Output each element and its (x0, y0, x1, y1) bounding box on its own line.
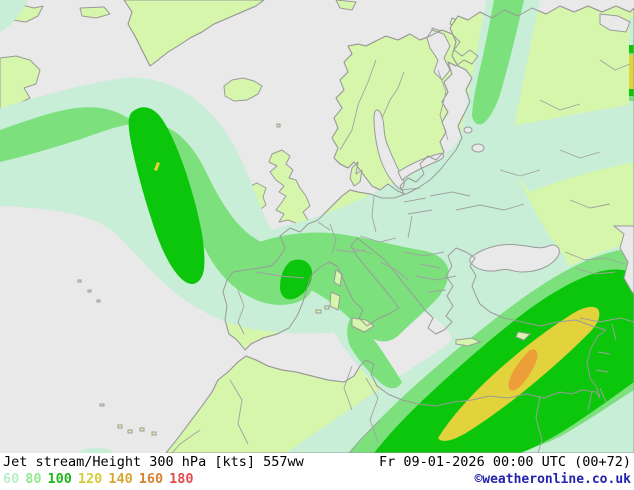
border-sweden-finland (382, 72, 404, 118)
border-ukraine (430, 192, 524, 210)
border-balkans (416, 276, 456, 292)
land-faroe (277, 124, 280, 127)
land-balearic-1 (316, 310, 321, 313)
sea-baltic (374, 110, 404, 188)
weather-map (0, 0, 634, 453)
island-layer (78, 270, 530, 435)
border-layer (172, 60, 634, 453)
land-crete (456, 338, 480, 346)
band-120-atlantic-speck (154, 162, 160, 171)
band-80-ne-core (472, 0, 524, 125)
band-100-right-edge (629, 45, 634, 53)
band-80-atlantic (0, 107, 313, 305)
border-middle-east (580, 318, 634, 372)
caption-strip: Jet stream/Height 300 hPa [kts] 557ww Fr… (0, 453, 634, 490)
band-120-right-edge (629, 55, 634, 89)
land-canary-3 (140, 428, 144, 431)
sea-black-sea (470, 245, 559, 272)
border-baltics (400, 188, 432, 214)
border-croatia-bosnia (380, 262, 408, 280)
land-cyprus (516, 332, 530, 340)
lake-onega (464, 127, 472, 133)
legend-value-140: 140 (108, 471, 133, 487)
border-levant (588, 388, 606, 410)
jet-band-120-140-layer (438, 55, 634, 441)
lake-ladoga (472, 144, 484, 152)
land-azores-3 (97, 300, 100, 302)
land-svalbard (336, 0, 356, 10)
land-sicily (352, 318, 374, 332)
band-100-se-streak (374, 269, 634, 453)
land-balearic-2 (325, 306, 329, 309)
color-legend: 60 80 100 120 140 160 180 (3, 471, 193, 488)
jet-band-100-layer (128, 45, 634, 453)
land-canary-1 (118, 425, 122, 428)
map-title: Jet stream/Height 300 hPa [kts] 557ww (3, 454, 304, 470)
border-africa-south (172, 420, 380, 453)
legend-value-60: 60 (3, 471, 20, 487)
border-hungary-romania (404, 252, 444, 268)
border-caucasus (565, 252, 625, 274)
band-100-right-edge-2 (629, 88, 634, 96)
legend-value-100: 100 (47, 471, 72, 487)
land-madeira (100, 404, 104, 406)
legend-value-80: 80 (25, 471, 42, 487)
band-60-east-arm (511, 104, 634, 192)
sea-barents-inlet (600, 14, 630, 32)
land-baffin (80, 7, 110, 18)
band-60-right-edge-strip (629, 18, 634, 52)
land-canary-4 (152, 432, 156, 435)
sea-caspian (614, 226, 634, 294)
border-libya-egypt (536, 396, 542, 453)
land-azores-1 (78, 280, 81, 282)
caption-row-1: Jet stream/Height 300 hPa [kts] 557ww Fr… (3, 454, 631, 471)
border-algeria-tunisia (344, 366, 352, 410)
band-60-bottom-sliver (81, 448, 113, 453)
border-russia-internal (500, 60, 630, 208)
border-france-germany (318, 222, 336, 254)
border-spain-portugal (238, 290, 244, 334)
border-morocco-algeria (230, 380, 248, 444)
legend-value-160: 160 (138, 471, 164, 487)
border-pyrenees (256, 272, 304, 278)
land-canary-2 (128, 430, 132, 433)
band-60-right-edge-strip-2 (629, 99, 634, 113)
border-norway-sweden (340, 60, 376, 150)
border-finland-russia (438, 70, 448, 140)
land-sardinia (330, 292, 340, 310)
copyright-link[interactable]: ©weatheronline.co.uk (474, 472, 631, 487)
caption-row-2: 60 80 100 120 140 160 180 ©weatheronline… (3, 471, 631, 488)
legend-value-180: 180 (169, 471, 194, 487)
land-denmark (350, 162, 362, 186)
border-poland (372, 196, 412, 238)
valid-datetime: Fr 09-01-2026 00:00 UTC (00+72) (379, 454, 631, 470)
band-60-topleft-corner (0, 0, 28, 32)
band-80-sicily-tongue (347, 316, 402, 389)
land-azores-2 (88, 290, 91, 292)
band-140-core (508, 349, 538, 391)
band-100-atlantic-core (128, 107, 205, 284)
border-alps (336, 250, 366, 252)
legend-value-120: 120 (77, 471, 103, 487)
band-100-france-core (280, 259, 313, 300)
border-tunisia-libya (366, 378, 378, 442)
